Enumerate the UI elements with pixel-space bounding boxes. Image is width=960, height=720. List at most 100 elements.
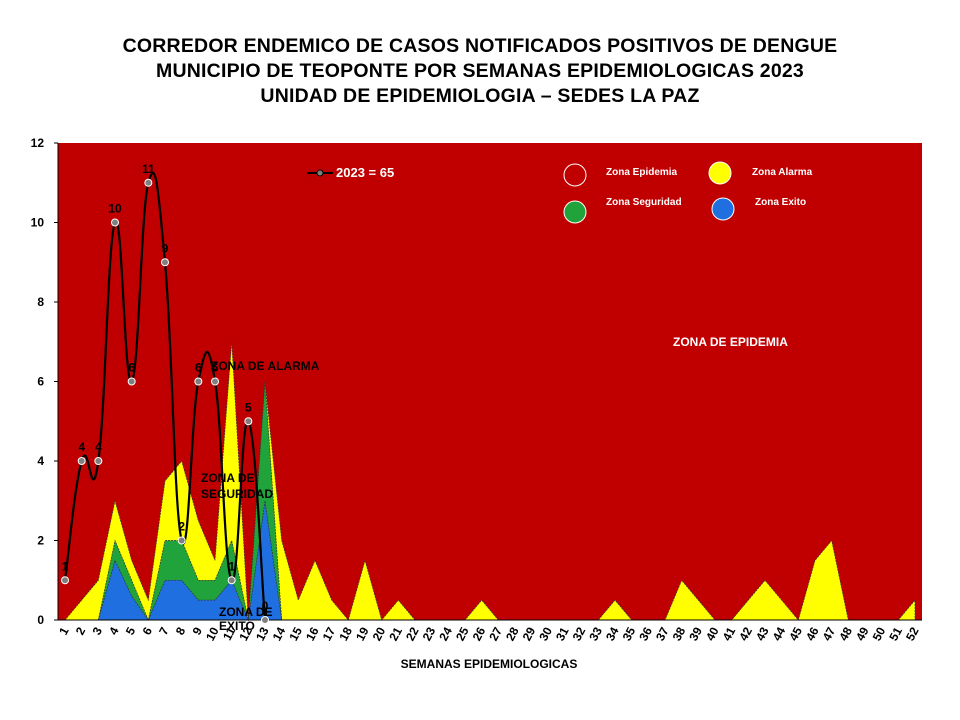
x-tick-label: 16 — [303, 625, 322, 644]
series-2023-point — [111, 218, 119, 227]
x-tick-label: 32 — [570, 625, 589, 644]
x-tick-label: 49 — [853, 625, 872, 644]
x-tick-label: 17 — [320, 625, 339, 644]
series-2023-point — [211, 377, 219, 386]
series-2023-point — [227, 576, 236, 585]
x-tick-label: 36 — [636, 625, 655, 644]
data-label: 4 — [95, 440, 102, 454]
data-label: 6 — [212, 361, 219, 375]
legend-swatch — [708, 161, 732, 185]
series-2023-point — [261, 616, 269, 624]
x-tick-label: 45 — [786, 625, 805, 644]
x-tick-label: 6 — [139, 625, 155, 638]
legend-swatch — [563, 200, 587, 224]
x-tick-label: 25 — [453, 625, 472, 644]
legend-label: Zona Exito — [755, 197, 806, 208]
seguridad-zone-annotation: SEGURIDAD — [201, 487, 273, 501]
y-tick-label: 4 — [37, 454, 44, 468]
series-2023-point — [127, 377, 136, 386]
x-tick-label: 8 — [173, 625, 189, 638]
data-label: 1 — [62, 559, 69, 573]
x-tick-label: 34 — [603, 625, 622, 644]
x-tick-label: 38 — [670, 625, 689, 644]
title-line-3: UNIDAD DE EPIDEMIOLOGIA – SEDES LA PAZ — [260, 85, 700, 107]
x-tick-label: 7 — [156, 625, 172, 638]
x-tick-label: 31 — [553, 625, 572, 644]
y-tick-label: 10 — [31, 216, 45, 230]
x-tick-label: 14 — [270, 625, 289, 644]
x-tick-label: 46 — [803, 625, 822, 644]
x-tick-label: 44 — [770, 625, 789, 644]
seguridad-zone-annotation: ZONA DE — [201, 471, 255, 485]
series-2023-point — [244, 417, 253, 426]
x-tick-label: 15 — [286, 625, 305, 644]
x-tick-label: 10 — [203, 625, 222, 644]
epidemia-zone-annotation: ZONA DE EPIDEMIA — [673, 335, 788, 349]
data-label: 4 — [78, 440, 85, 454]
x-tick-label: 1 — [56, 625, 72, 638]
x-tick-label: 18 — [336, 625, 355, 644]
x-tick-label: 22 — [403, 625, 422, 644]
data-label: 9 — [162, 241, 169, 255]
legend-label: Zona Alarma — [752, 167, 813, 178]
exito-zone-annotation: ZONA DE — [219, 605, 273, 619]
x-tick-label: 41 — [720, 625, 739, 644]
x-tick-label: 19 — [353, 625, 372, 644]
alarma-zone-annotation: ZONA DE ALARMA — [211, 359, 320, 373]
x-tick-label: 5 — [123, 625, 139, 638]
data-label: 1 — [228, 559, 235, 573]
x-tick-label: 30 — [536, 625, 555, 644]
x-tick-label: 52 — [903, 625, 922, 644]
x-tick-label: 33 — [586, 625, 605, 644]
y-tick-label: 2 — [37, 534, 44, 548]
x-tick-label: 29 — [520, 625, 539, 644]
y-tick-label: 12 — [31, 136, 45, 150]
series-2023-point — [177, 536, 186, 545]
x-tick-label: 47 — [820, 625, 839, 644]
x-tick-label: 26 — [470, 625, 489, 644]
series-2023-point — [144, 178, 153, 187]
title-line-2: MUNICIPIO DE TEOPONTE POR SEMANAS EPIDEM… — [156, 60, 804, 82]
data-label: 11 — [142, 162, 155, 176]
data-label: 6 — [128, 361, 135, 375]
x-tick-label: 50 — [870, 625, 889, 644]
x-tick-label: 51 — [886, 625, 905, 644]
x-tick-label: 11 — [220, 625, 238, 643]
x-tick-label: 27 — [486, 625, 505, 644]
series-2023-point — [61, 576, 69, 585]
legend-swatch — [711, 197, 735, 221]
x-tick-label: 48 — [836, 625, 855, 644]
x-tick-label: 43 — [753, 625, 772, 644]
x-tick-label: 13 — [253, 625, 272, 644]
data-label: 6 — [195, 361, 202, 375]
data-label: 2 — [178, 520, 185, 534]
chart-title: CORREDOR ENDEMICO DE CASOS NOTIFICADOS P… — [0, 34, 960, 109]
x-tick-label: 37 — [653, 625, 672, 644]
y-tick-label: 0 — [37, 613, 44, 627]
x-tick-label: 35 — [620, 625, 639, 644]
x-tick-label: 12 — [236, 625, 255, 644]
x-axis-label: SEMANAS EPIDEMIOLOGICAS — [401, 657, 578, 671]
x-tick-label: 20 — [370, 625, 389, 644]
series-legend-marker — [316, 169, 324, 177]
x-tick-label: 24 — [436, 625, 455, 644]
y-tick-label: 6 — [37, 375, 44, 389]
x-tick-label: 42 — [736, 625, 755, 644]
legend-swatch — [563, 163, 587, 187]
x-tick-label: 39 — [686, 625, 705, 644]
series-2023-point — [194, 377, 203, 386]
x-tick-label: 28 — [503, 625, 522, 644]
data-label: 10 — [108, 202, 122, 216]
x-tick-label: 23 — [420, 625, 439, 644]
data-label: 5 — [245, 400, 252, 414]
data-label: 0 — [262, 599, 269, 613]
series-legend-label: 2023 = 65 — [336, 165, 394, 180]
series-2023-point — [94, 457, 103, 465]
exito-zone-annotation: EXITO — [219, 619, 255, 633]
x-tick-label: 40 — [703, 625, 722, 644]
x-tick-label: 3 — [89, 625, 105, 638]
x-tick-label: 4 — [106, 625, 122, 638]
x-tick-label: 21 — [386, 625, 405, 644]
series-2023-point — [161, 258, 169, 267]
